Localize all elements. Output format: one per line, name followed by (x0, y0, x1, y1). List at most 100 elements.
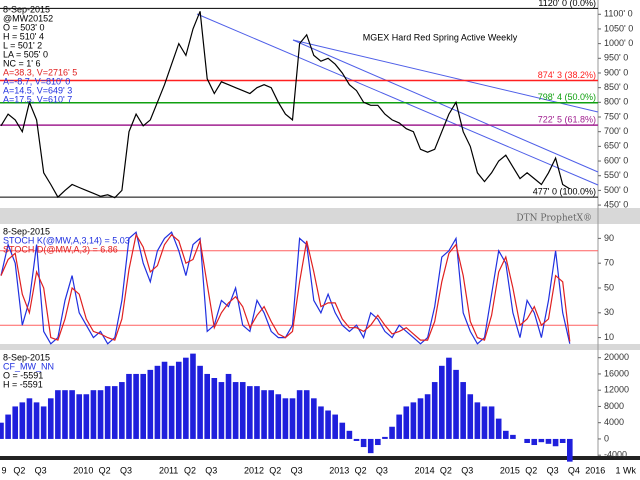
info-line: LA = 505' 0 (3, 49, 48, 59)
date-label: 8-Sep-2015 (3, 226, 50, 236)
bar (69, 390, 75, 439)
bar (474, 402, 481, 439)
bar (47, 398, 54, 439)
bar (104, 386, 111, 439)
bar (183, 357, 189, 439)
bar (545, 438, 552, 444)
bar (175, 361, 182, 439)
bar (190, 353, 196, 439)
bar (168, 365, 175, 439)
y-tick-label: 650' 0 (604, 141, 628, 151)
bar (282, 398, 289, 439)
bar (26, 398, 33, 439)
bar (510, 434, 516, 439)
bar (303, 390, 310, 439)
bar (33, 402, 40, 439)
bar (318, 406, 324, 439)
trendline (292, 39, 599, 113)
interval-label: 1 Wk (615, 465, 636, 475)
y-tick-label: 90 (604, 233, 614, 243)
bar (460, 382, 466, 439)
bar (538, 438, 545, 443)
bar (488, 406, 495, 439)
y-tick-label: 10 (604, 332, 614, 342)
info-line: CF_MW_NN (3, 361, 54, 371)
panel-separator (0, 344, 640, 350)
y-tick-label: 950' 0 (604, 53, 628, 63)
bar (524, 438, 530, 443)
x-tick-label: Q2 (355, 465, 367, 475)
fib-label: 722' 5 (61.8%) (538, 114, 596, 124)
legend-entry: STOCH D(@MW,A,3) = 6.86 (3, 244, 118, 254)
info-line: 8-Sep-2015 (3, 4, 50, 14)
bar (225, 373, 232, 439)
bar (417, 398, 424, 439)
x-tick-label: 2010 (73, 465, 93, 475)
info-line: @MW20152 (3, 13, 53, 23)
bar (140, 373, 146, 439)
bar (389, 426, 395, 439)
bar (275, 394, 282, 439)
trendline (292, 39, 599, 173)
trendlines (196, 13, 599, 186)
x-tick-label: 2013 (329, 465, 349, 475)
bar (0, 422, 4, 439)
series-line (0, 11, 571, 199)
bar (396, 414, 402, 439)
bar (325, 410, 331, 439)
bar (467, 394, 474, 439)
x-tick-label: Q3 (35, 465, 47, 475)
bar (503, 430, 509, 439)
bar (531, 438, 538, 446)
bar (40, 406, 47, 439)
bar (403, 406, 410, 439)
bar (211, 378, 218, 439)
y-tick-label: 30 (604, 307, 614, 317)
x-tick-label: Q2 (99, 465, 111, 475)
x-tick-label: 9 (1, 465, 6, 475)
fib-label: 477' 0 (100.0%) (533, 187, 596, 197)
y-tick-label: 550' 0 (604, 170, 628, 180)
info-line: A=14.5, V=649' 3 (3, 85, 72, 95)
watermark: DTN ProphetX® (516, 214, 592, 224)
x-tick-label: Q2 (525, 465, 537, 475)
y-tick-label: 70 (604, 258, 614, 268)
y-tick-label: 8000 (604, 401, 624, 411)
info-line: A=38.3, V=2716' 5 (3, 67, 77, 77)
y-tick-label: 500' 0 (604, 185, 628, 195)
fib-label: 874' 3 (38.2%) (538, 70, 596, 80)
bar (204, 373, 210, 439)
bar (311, 398, 317, 439)
y-tick-label: 850' 0 (604, 82, 628, 92)
info-line: A=-8.7, V=810' 0 (3, 76, 70, 86)
x-tick-label: Q3 (461, 465, 473, 475)
x-tick-label: Q2 (184, 465, 196, 475)
y-tick-label: 800' 0 (604, 97, 628, 107)
info-line: O = 503' 0 (3, 22, 45, 32)
x-tick-label: Q4 (568, 465, 580, 475)
bar (289, 398, 296, 439)
bar (424, 394, 431, 439)
date-label: 8-Sep-2015 (3, 352, 50, 362)
info-line: L = 501' 2 (3, 40, 42, 50)
bar (133, 373, 139, 439)
info-line: H = 510' 4 (3, 31, 44, 41)
fib-label: 1120' 0 (0.0%) (538, 0, 596, 8)
bar (119, 382, 125, 439)
bar (76, 394, 83, 439)
y-tick-label: 50 (604, 282, 614, 292)
bar (410, 402, 417, 439)
x-tick-label: 2011 (159, 465, 178, 475)
x-tick-label: Q3 (205, 465, 217, 475)
y-tick-label: 4000 (604, 417, 624, 427)
bar (268, 390, 274, 439)
bar (55, 390, 61, 439)
bar (247, 386, 253, 439)
x-tick-label: Q3 (547, 465, 559, 475)
bar (239, 382, 246, 439)
info-line: H = -5591 (3, 379, 43, 389)
series-line (0, 233, 571, 342)
y-tick-label: 900' 0 (604, 67, 628, 77)
